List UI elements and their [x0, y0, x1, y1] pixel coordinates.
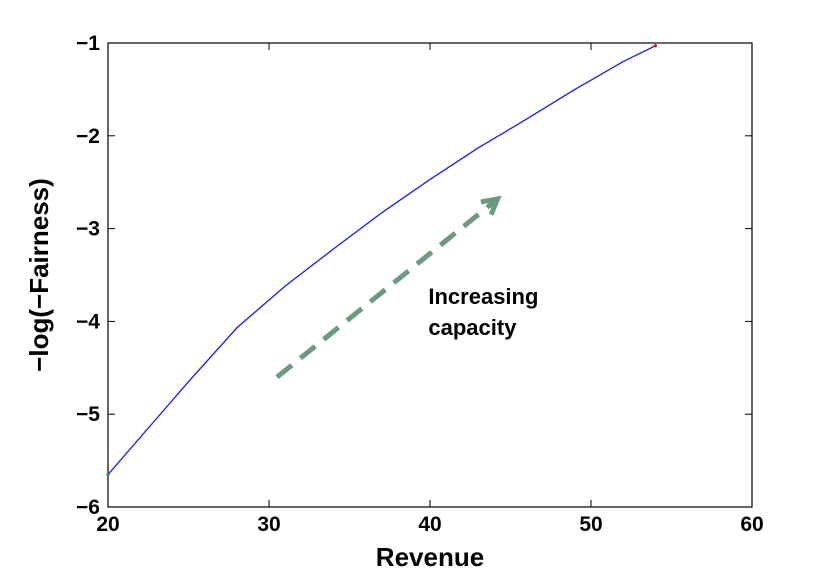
y-tick-label: −3 — [76, 218, 100, 241]
x-tick-label: 40 — [418, 513, 441, 536]
plot-frame — [107, 42, 753, 508]
y-tick-label: −2 — [76, 125, 100, 148]
x-axis-title: Revenue — [376, 542, 484, 572]
series-line — [107, 45, 656, 475]
series-start-point — [106, 472, 110, 477]
annotation-arrow-shaft — [275, 200, 496, 380]
x-tick-label: 30 — [257, 513, 280, 536]
axis-ticks — [107, 42, 753, 508]
x-tick-label: 50 — [579, 513, 602, 536]
annotation-group: Increasing capacity — [275, 195, 538, 380]
annotation-text-line: capacity — [428, 315, 517, 340]
annotation-text: Increasing capacity — [428, 284, 538, 340]
x-tick-label: 60 — [740, 513, 763, 536]
y-tick-label: −6 — [76, 496, 100, 519]
axis-tick-labels: 20 30 40 50 60 −6 −5 −4 −3 −2 −1 — [76, 32, 764, 536]
annotation-text-line: Increasing — [428, 284, 538, 309]
x-tick-label: 20 — [96, 513, 119, 536]
y-axis-title: −log(−Fairness) — [24, 178, 54, 372]
y-tick-label: −5 — [76, 403, 100, 426]
annotation-arrow-head — [480, 195, 502, 216]
y-tick-label: −1 — [76, 32, 100, 55]
series-end-point — [653, 44, 658, 48]
series-group — [106, 44, 658, 477]
y-tick-label: −4 — [76, 310, 100, 333]
